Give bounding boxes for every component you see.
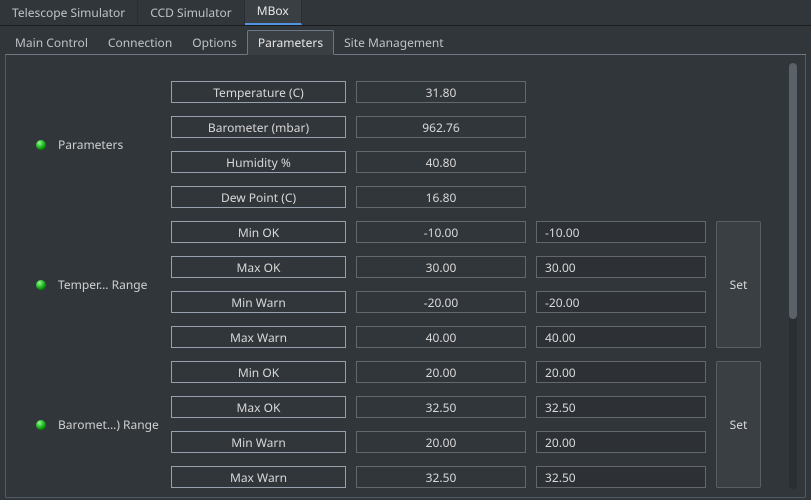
range-row: Min OK 20.00 — [171, 361, 706, 383]
range-input-max-warn[interactable] — [536, 466, 706, 488]
param-value-dewpoint: 16.80 — [356, 186, 526, 208]
section-title: Baromet…) Range — [58, 416, 159, 433]
section-title: Temper… Range — [58, 276, 147, 293]
range-input-max-ok[interactable] — [536, 256, 706, 278]
range-value-min-warn: -20.00 — [356, 291, 526, 313]
range-label-min-warn: Min Warn — [171, 291, 346, 313]
range-input-min-warn[interactable] — [536, 431, 706, 453]
range-input-min-ok[interactable] — [536, 361, 706, 383]
section-title: Parameters — [58, 136, 123, 153]
tab-telescope-simulator[interactable]: Telescope Simulator — [0, 0, 138, 25]
range-value-min-warn: 20.00 — [356, 431, 526, 453]
range-row: Min Warn 20.00 — [171, 431, 706, 453]
range-row: Max OK 32.50 — [171, 396, 706, 418]
set-button[interactable]: Set — [716, 361, 761, 488]
range-row: Min OK -10.00 — [171, 221, 706, 243]
range-label-min-ok: Min OK — [171, 361, 346, 383]
range-row: Min Warn -20.00 — [171, 291, 706, 313]
tab-site-management[interactable]: Site Management — [334, 30, 454, 54]
status-led-icon — [36, 420, 46, 430]
range-row: Max Warn 40.00 — [171, 326, 706, 348]
tab-options[interactable]: Options — [182, 30, 247, 54]
param-row: Barometer (mbar) 962.76 — [171, 116, 526, 138]
range-label-max-ok: Max OK — [171, 256, 346, 278]
range-label-max-ok: Max OK — [171, 396, 346, 418]
range-value-max-ok: 32.50 — [356, 396, 526, 418]
range-value-min-ok: 20.00 — [356, 361, 526, 383]
scrollbar[interactable] — [789, 63, 797, 489]
param-value-barometer: 962.76 — [356, 116, 526, 138]
range-value-min-ok: -10.00 — [356, 221, 526, 243]
section-temp-range: Temper… Range Min OK -10.00 Max OK 30.00 — [36, 221, 779, 348]
tab-ccd-simulator[interactable]: CCD Simulator — [138, 0, 245, 25]
tab-main-control[interactable]: Main Control — [5, 30, 98, 54]
range-label-max-warn: Max Warn — [171, 326, 346, 348]
param-label-dewpoint: Dew Point (C) — [171, 186, 346, 208]
parameters-panel: Parameters Temperature (C) 31.80 Baromet… — [5, 55, 806, 498]
range-value-max-ok: 30.00 — [356, 256, 526, 278]
param-label-barometer: Barometer (mbar) — [171, 116, 346, 138]
set-button[interactable]: Set — [716, 221, 761, 348]
param-row: Temperature (C) 31.80 — [171, 81, 526, 103]
param-row: Humidity % 40.80 — [171, 151, 526, 173]
param-label-humidity: Humidity % — [171, 151, 346, 173]
range-label-max-warn: Max Warn — [171, 466, 346, 488]
param-value-humidity: 40.80 — [356, 151, 526, 173]
range-label-min-warn: Min Warn — [171, 431, 346, 453]
param-label-temperature: Temperature (C) — [171, 81, 346, 103]
status-led-icon — [36, 140, 46, 150]
range-input-max-warn[interactable] — [536, 326, 706, 348]
range-value-max-warn: 32.50 — [356, 466, 526, 488]
section-baro-range: Baromet…) Range Min OK 20.00 Max OK 32.5… — [36, 361, 779, 488]
range-label-min-ok: Min OK — [171, 221, 346, 243]
section-parameters: Parameters Temperature (C) 31.80 Baromet… — [36, 81, 779, 208]
range-row: Max OK 30.00 — [171, 256, 706, 278]
range-value-max-warn: 40.00 — [356, 326, 526, 348]
tab-parameters[interactable]: Parameters — [247, 30, 334, 55]
param-row: Dew Point (C) 16.80 — [171, 186, 526, 208]
scrollbar-thumb[interactable] — [789, 63, 797, 319]
tab-connection[interactable]: Connection — [98, 30, 182, 54]
range-input-max-ok[interactable] — [536, 396, 706, 418]
range-row: Max Warn 32.50 — [171, 466, 706, 488]
tab-mbox[interactable]: MBox — [245, 0, 302, 25]
device-tabs: Telescope Simulator CCD Simulator MBox — [0, 0, 811, 26]
range-input-min-ok[interactable] — [536, 221, 706, 243]
panel-tabs: Main Control Connection Options Paramete… — [5, 30, 806, 55]
status-led-icon — [36, 280, 46, 290]
param-value-temperature: 31.80 — [356, 81, 526, 103]
range-input-min-warn[interactable] — [536, 291, 706, 313]
